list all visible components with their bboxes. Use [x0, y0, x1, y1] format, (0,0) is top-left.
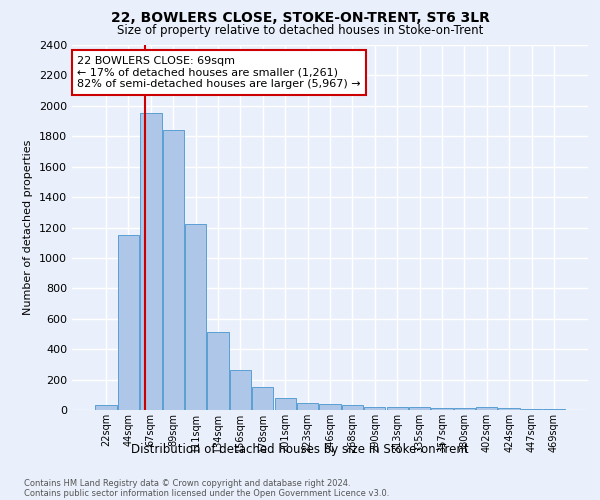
Bar [95, 406, 117, 410]
Bar [431, 408, 452, 410]
Bar [208, 332, 229, 410]
Y-axis label: Number of detached properties: Number of detached properties [23, 140, 34, 315]
Bar [386, 406, 408, 410]
Bar [409, 408, 430, 410]
Bar [140, 114, 161, 410]
Bar [118, 235, 139, 410]
Text: 22 BOWLERS CLOSE: 69sqm
← 17% of detached houses are smaller (1,261)
82% of semi: 22 BOWLERS CLOSE: 69sqm ← 17% of detache… [77, 56, 361, 89]
Bar [454, 408, 475, 410]
Text: Contains public sector information licensed under the Open Government Licence v3: Contains public sector information licen… [24, 488, 389, 498]
Bar [499, 408, 520, 410]
Text: Contains HM Land Registry data © Crown copyright and database right 2024.: Contains HM Land Registry data © Crown c… [24, 478, 350, 488]
Bar [252, 387, 274, 410]
Bar [163, 130, 184, 410]
Bar [521, 409, 542, 410]
Bar [342, 404, 363, 410]
Bar [319, 404, 341, 410]
Bar [364, 408, 385, 410]
Bar [543, 409, 565, 410]
Bar [230, 370, 251, 410]
Bar [297, 403, 318, 410]
Text: Size of property relative to detached houses in Stoke-on-Trent: Size of property relative to detached ho… [117, 24, 483, 37]
Bar [476, 406, 497, 410]
Text: Distribution of detached houses by size in Stoke-on-Trent: Distribution of detached houses by size … [131, 442, 469, 456]
Bar [185, 224, 206, 410]
Bar [275, 398, 296, 410]
Text: 22, BOWLERS CLOSE, STOKE-ON-TRENT, ST6 3LR: 22, BOWLERS CLOSE, STOKE-ON-TRENT, ST6 3… [110, 12, 490, 26]
